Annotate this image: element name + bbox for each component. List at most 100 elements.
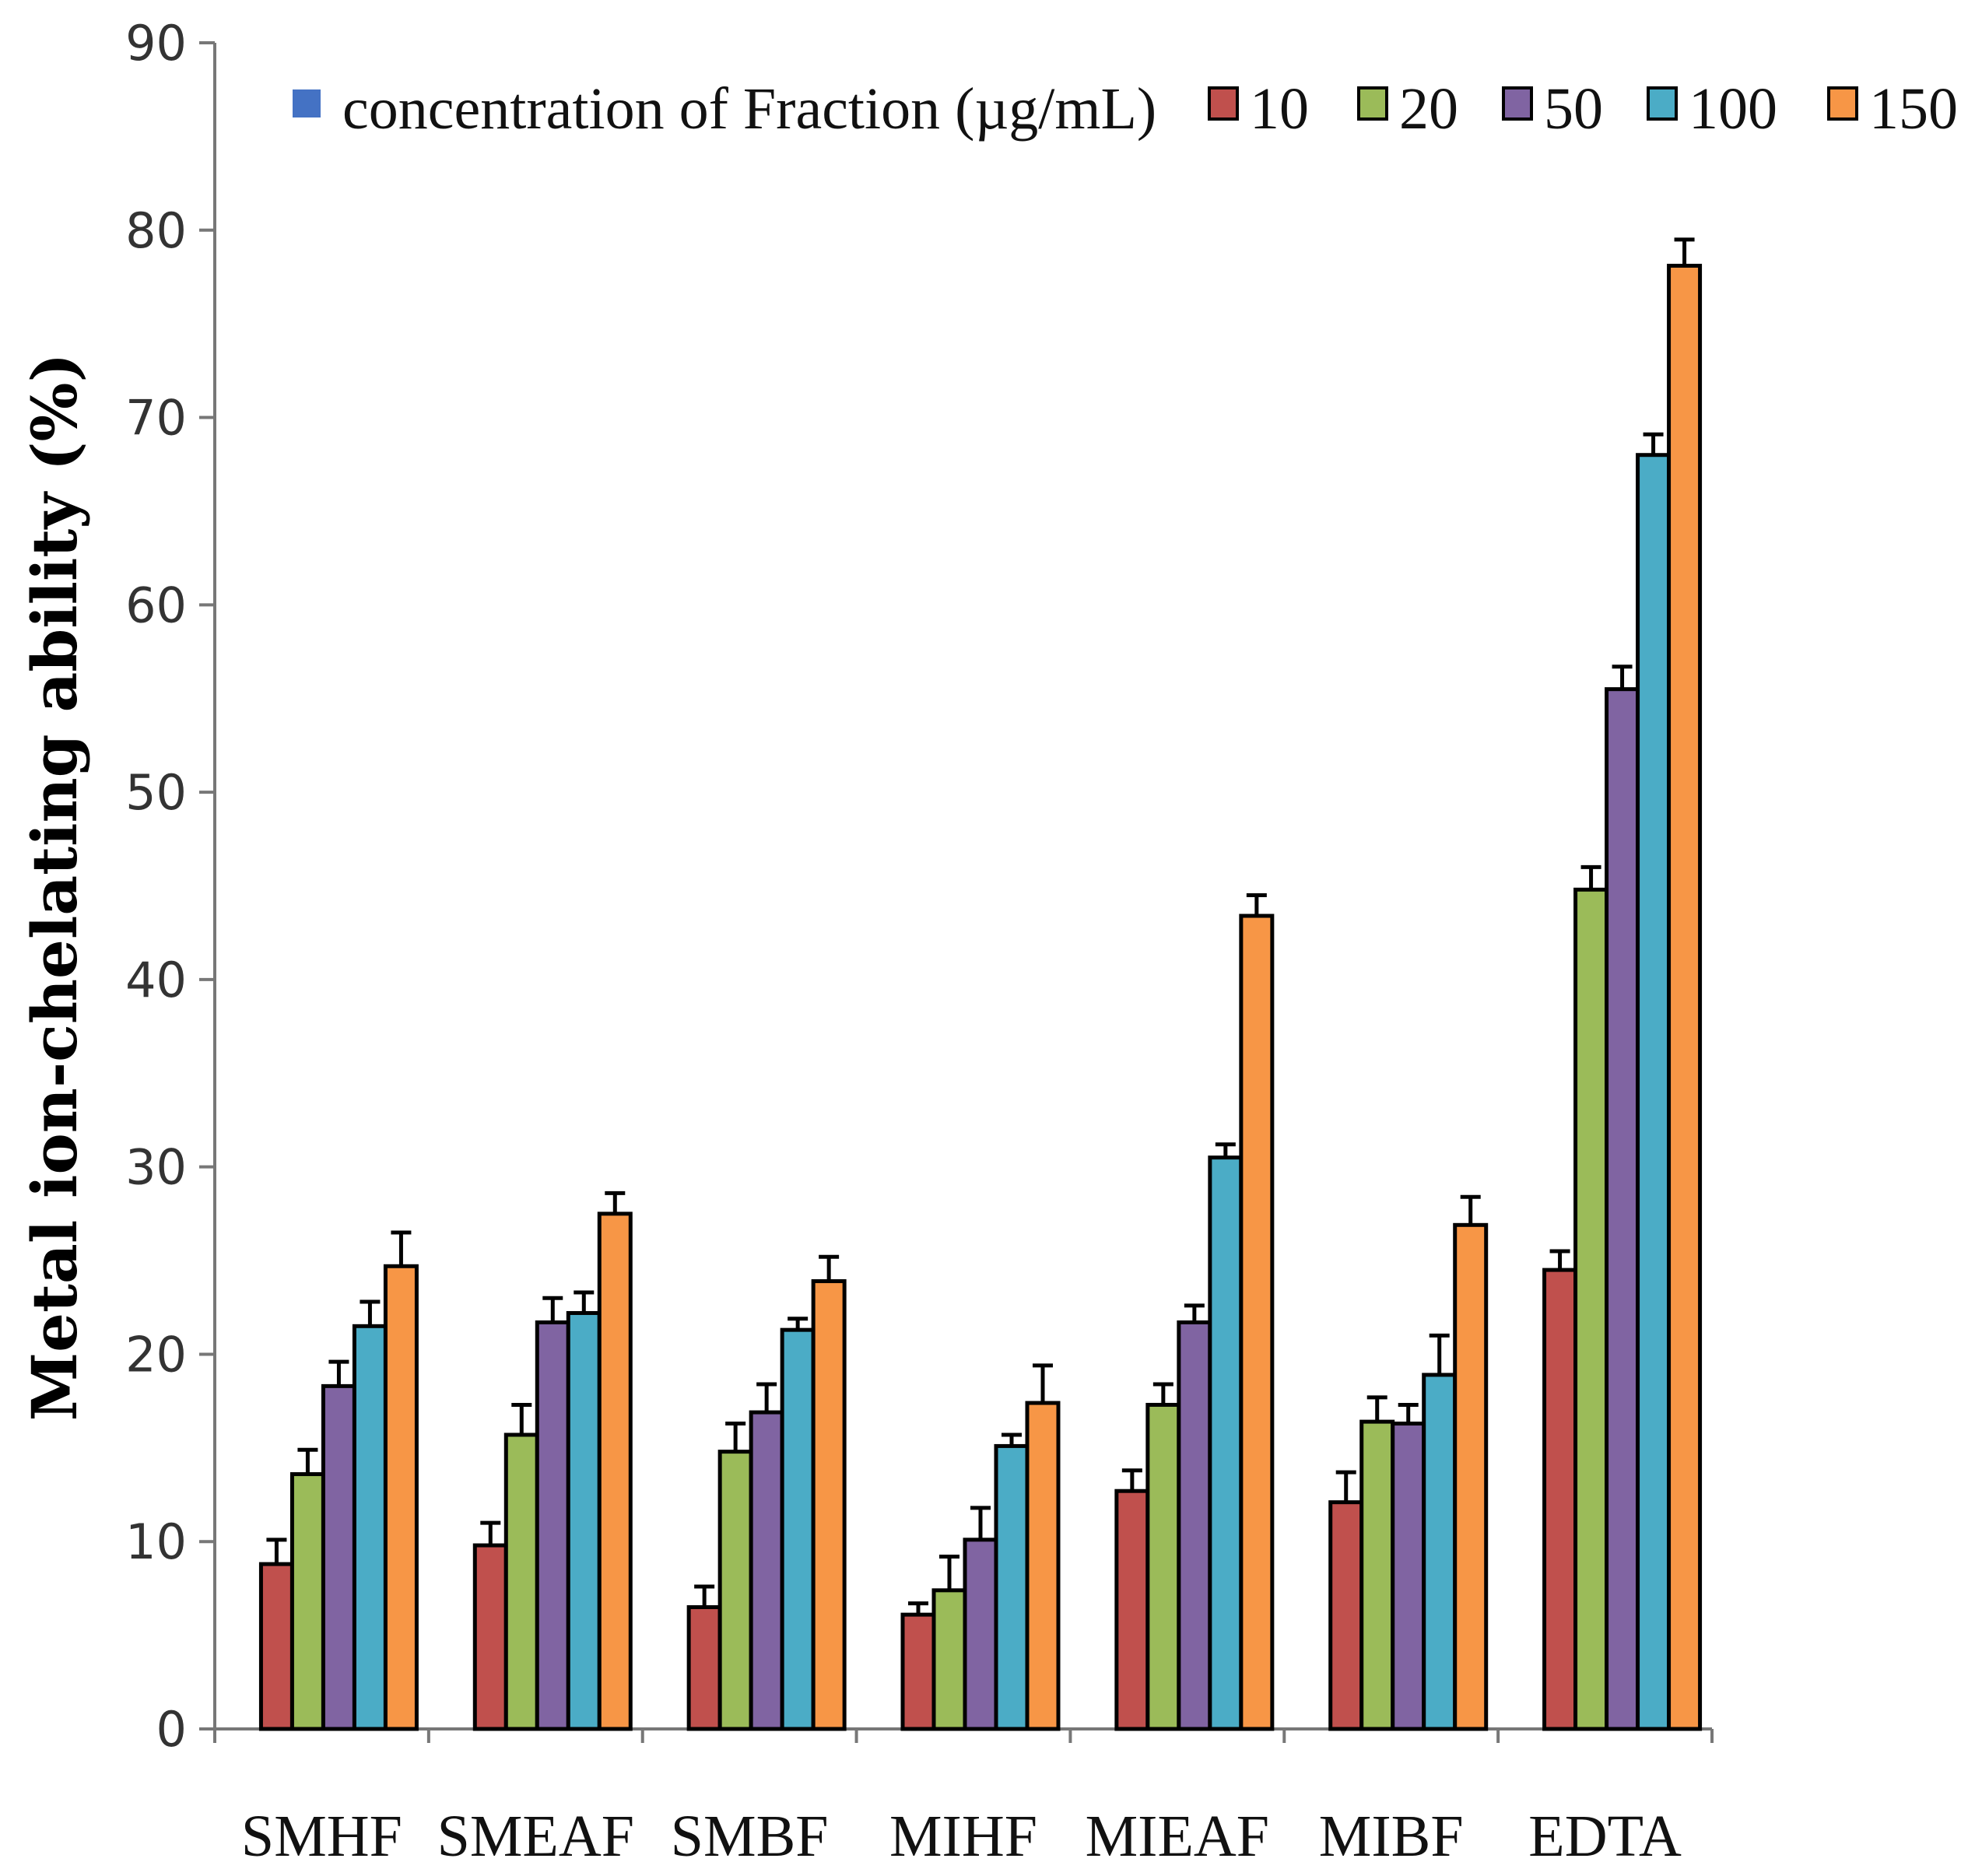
y-tick-label: 50 bbox=[125, 764, 187, 821]
error-bar bbox=[1152, 1382, 1173, 1405]
error-bar bbox=[574, 1290, 595, 1313]
error-bar bbox=[1184, 1303, 1205, 1323]
x-tick-label: EDTA bbox=[1528, 1804, 1682, 1869]
error-bar bbox=[1002, 1432, 1022, 1446]
legend-label: 20 bbox=[1399, 76, 1458, 142]
y-tick-label: 40 bbox=[125, 952, 187, 1008]
bar bbox=[1114, 1489, 1150, 1731]
error-bar bbox=[1033, 1363, 1053, 1404]
bar bbox=[1453, 1222, 1489, 1731]
x-tick-label: SMBF bbox=[671, 1804, 829, 1869]
bar bbox=[1605, 687, 1640, 1731]
y-axis-label: Metal ion-chelating ability (%) bbox=[18, 353, 91, 1422]
legend-label: 100 bbox=[1689, 76, 1777, 142]
x-tick-label: MIEAF bbox=[1086, 1804, 1269, 1869]
error-bar bbox=[1335, 1470, 1356, 1503]
bar bbox=[503, 1432, 539, 1731]
bar bbox=[1359, 1419, 1395, 1731]
legend-swatch bbox=[1647, 86, 1678, 121]
error-bar bbox=[1246, 893, 1267, 917]
bar bbox=[352, 1324, 388, 1731]
bar bbox=[597, 1212, 633, 1731]
error-bar bbox=[970, 1506, 991, 1540]
error-bar bbox=[1674, 237, 1695, 266]
error-bar bbox=[788, 1317, 809, 1331]
bar bbox=[383, 1264, 419, 1731]
legend-swatch bbox=[1827, 86, 1858, 121]
legend-swatch-concentration bbox=[293, 89, 321, 117]
bar bbox=[1239, 913, 1275, 1731]
x-tick-label: MIHF bbox=[889, 1804, 1037, 1869]
legend: concentration of Fraction (µg/mL) 10 20 50 1… bbox=[293, 76, 1958, 142]
y-tick-label: 30 bbox=[125, 1139, 187, 1196]
error-bar bbox=[725, 1422, 746, 1452]
legend-label: 50 bbox=[1544, 76, 1603, 142]
error-bar bbox=[1580, 864, 1601, 890]
bar bbox=[1573, 887, 1609, 1731]
error-bar bbox=[1398, 1402, 1419, 1424]
error-bar bbox=[328, 1359, 349, 1387]
bar bbox=[811, 1279, 847, 1731]
bar bbox=[472, 1543, 508, 1731]
legend-label: 10 bbox=[1250, 76, 1309, 142]
x-tick-label: SMHF bbox=[241, 1804, 402, 1869]
bar bbox=[289, 1472, 325, 1731]
legend-swatch bbox=[1502, 86, 1533, 121]
error-bar bbox=[1121, 1468, 1142, 1492]
error-bar bbox=[1612, 664, 1633, 689]
error-bar bbox=[1429, 1333, 1450, 1375]
y-tick-label: 70 bbox=[125, 390, 187, 447]
bars bbox=[258, 237, 1703, 1731]
y-tick-label: 20 bbox=[125, 1326, 187, 1383]
bar bbox=[1422, 1373, 1458, 1731]
x-tick-label: MIBF bbox=[1319, 1804, 1464, 1869]
error-bar bbox=[819, 1254, 840, 1282]
error-bar bbox=[1643, 432, 1664, 455]
bar bbox=[749, 1410, 784, 1731]
bar bbox=[1542, 1268, 1578, 1731]
error-bar bbox=[360, 1299, 381, 1327]
y-tick-label: 90 bbox=[125, 15, 187, 72]
legend-swatch bbox=[1357, 86, 1388, 121]
error-bar bbox=[511, 1402, 532, 1435]
bar bbox=[963, 1538, 998, 1731]
error-bar bbox=[542, 1296, 563, 1323]
error-bar bbox=[1215, 1142, 1236, 1158]
bar bbox=[900, 1612, 936, 1731]
error-bar bbox=[756, 1382, 777, 1413]
bar bbox=[780, 1327, 816, 1731]
bar bbox=[1636, 453, 1672, 1731]
bar bbox=[258, 1562, 294, 1731]
error-bar bbox=[1366, 1395, 1387, 1422]
y-tick-label: 10 bbox=[125, 1513, 187, 1570]
y-tick-label: 80 bbox=[125, 202, 187, 259]
bar bbox=[535, 1320, 570, 1731]
bar bbox=[1025, 1401, 1061, 1731]
error-bar bbox=[1549, 1249, 1570, 1271]
error-bar bbox=[391, 1230, 412, 1267]
legend-swatch bbox=[1208, 86, 1239, 121]
error-bar bbox=[1460, 1194, 1481, 1226]
x-tick-label: SMEAF bbox=[437, 1804, 634, 1869]
bar bbox=[1145, 1402, 1181, 1731]
bar bbox=[717, 1450, 753, 1731]
bar bbox=[321, 1383, 356, 1731]
error-bar bbox=[297, 1447, 318, 1475]
bar bbox=[686, 1604, 722, 1731]
bar bbox=[1177, 1320, 1212, 1731]
error-bar bbox=[266, 1538, 287, 1565]
legend-label: 150 bbox=[1869, 76, 1958, 142]
bar bbox=[931, 1588, 967, 1731]
labels: SMHF SMEAF SMBF MIHF MIEAF MIBF EDTA Metal ion-… bbox=[18, 353, 1682, 1869]
legend-title: concentration of Fraction (µg/mL) bbox=[342, 76, 1156, 142]
bar bbox=[1667, 264, 1703, 1731]
bar bbox=[994, 1443, 1030, 1731]
error-bar bbox=[480, 1520, 501, 1546]
axes: 0 10 20 30 40 50 60 70 80 90 bbox=[125, 15, 1714, 1758]
error-bar bbox=[694, 1584, 715, 1608]
bar bbox=[566, 1310, 602, 1731]
bar bbox=[1208, 1155, 1244, 1731]
bar bbox=[1391, 1422, 1426, 1731]
error-bar bbox=[908, 1601, 928, 1615]
